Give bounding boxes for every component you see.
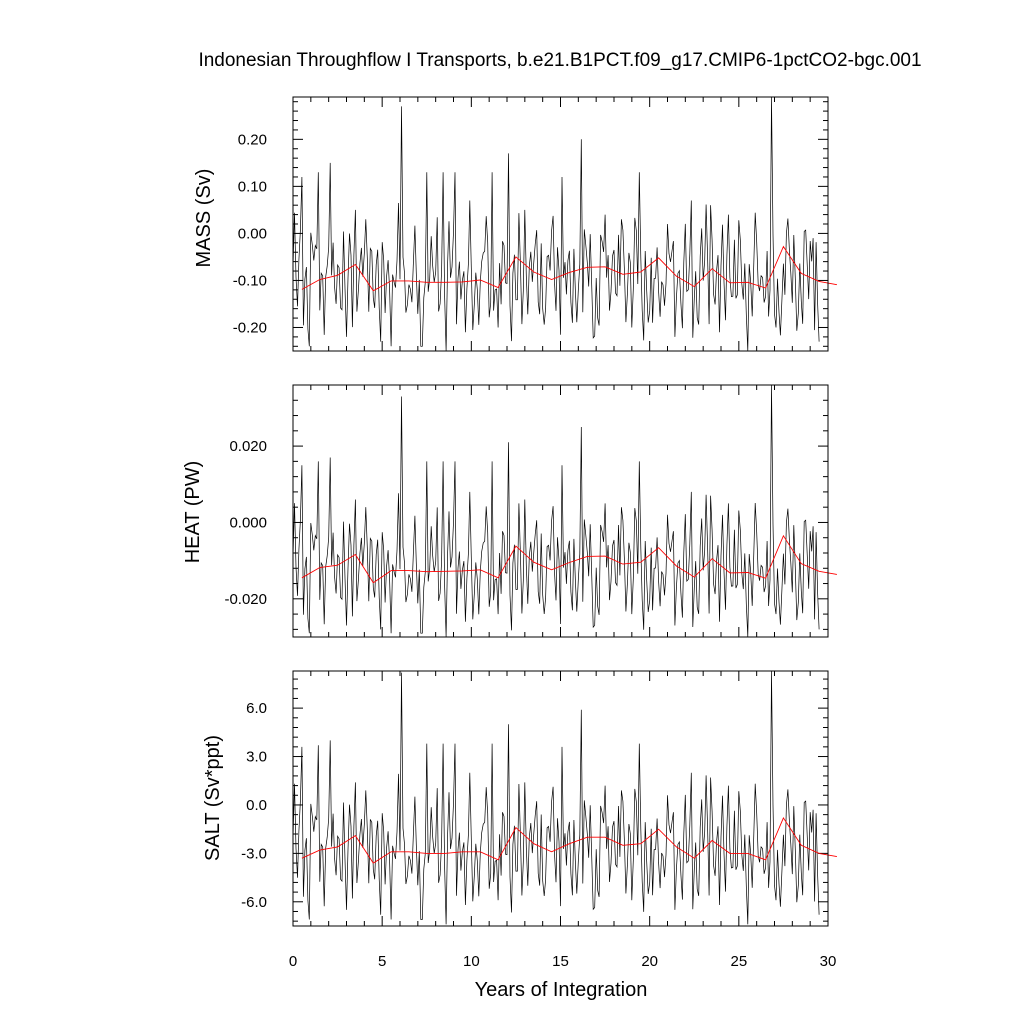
x-tick-label: 10 xyxy=(463,953,480,970)
plot-frame xyxy=(292,384,829,638)
annual-mean-line xyxy=(301,816,837,864)
y-tick-label: 0.020 xyxy=(229,438,267,455)
y-tick-label: 6.0 xyxy=(246,700,267,717)
monthly-series-line xyxy=(292,384,820,638)
x-tick-label: 20 xyxy=(641,953,658,970)
y-tick-label: -3.0 xyxy=(241,845,267,862)
y-tick-label: -6.0 xyxy=(241,894,267,911)
heat-y-axis-label: HEAT (PW) xyxy=(182,461,204,564)
mass-y-axis-label: MASS (Sv) xyxy=(193,169,215,268)
x-tick-labels: 0 5 10 15 20 25 30 xyxy=(289,953,837,970)
x-tick-label: 25 xyxy=(730,953,747,970)
mass-panel: 0.20 0.10 0.00 -0.10 -0.20 MASS (Sv) xyxy=(193,96,837,352)
salt-y-axis-label: SALT (Sv*ppt) xyxy=(202,735,224,861)
y-tick-label: -0.10 xyxy=(233,272,267,289)
x-tick-label: 15 xyxy=(552,953,569,970)
x-tick-label: 5 xyxy=(378,953,386,970)
y-tick-label: 0.00 xyxy=(238,225,267,242)
y-tick-label: -0.20 xyxy=(233,319,267,336)
x-tick-label: 30 xyxy=(820,953,837,970)
monthly-series-line xyxy=(292,670,820,925)
y-tick-label: 0.000 xyxy=(229,514,267,531)
annual-mean-line xyxy=(301,534,837,584)
y-tick-label: 3.0 xyxy=(246,749,267,766)
x-axis-label: Years of Integration xyxy=(475,979,648,1001)
y-tick-label: -0.020 xyxy=(224,591,267,608)
plot-frame xyxy=(292,96,829,352)
y-tick-label: 0.20 xyxy=(238,131,267,148)
monthly-series-line xyxy=(292,96,820,352)
heat-panel: 0.020 0.000 -0.020 HEAT (PW) xyxy=(182,384,837,638)
chart-title: Indonesian Throughflow I Transports, b.e… xyxy=(198,50,921,71)
annual-mean-line xyxy=(301,245,837,292)
y-tick-label: 0.0 xyxy=(246,797,267,814)
plot-frame xyxy=(292,670,829,927)
y-tick-label: 0.10 xyxy=(238,178,267,195)
salt-panel: 6.0 3.0 0.0 -3.0 -6.0 SALT (Sv*ppt) xyxy=(202,670,837,927)
x-tick-label: 0 xyxy=(289,953,297,970)
